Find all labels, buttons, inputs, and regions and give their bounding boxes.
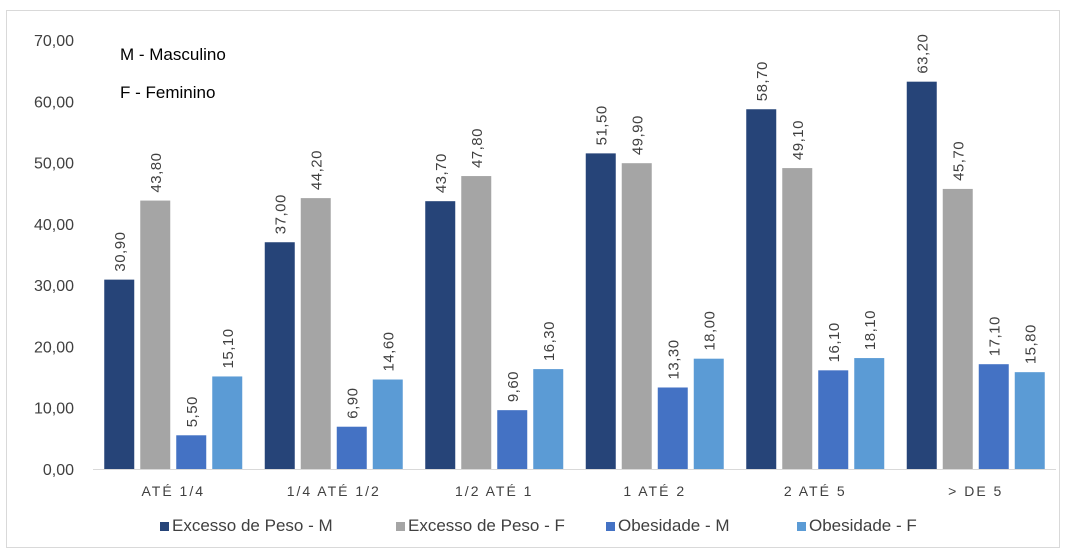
- legend-swatch: [606, 522, 615, 531]
- data-label: 37,00: [273, 194, 290, 234]
- data-label: 18,10: [862, 310, 879, 350]
- data-label: 44,20: [309, 150, 326, 190]
- bar: [978, 364, 1009, 469]
- bar: [264, 242, 295, 469]
- y-tick-label: 40,00: [34, 217, 74, 234]
- bar: [585, 153, 616, 469]
- bar: [533, 369, 564, 469]
- data-label: 16,10: [826, 322, 843, 362]
- data-label: 43,80: [148, 153, 165, 193]
- bar: [621, 163, 652, 470]
- bar: [942, 188, 973, 469]
- x-tick-label: 1/4 ATÉ 1/2: [287, 483, 381, 499]
- data-label: 14,60: [381, 331, 398, 371]
- bar: [425, 201, 456, 469]
- bar: [104, 279, 135, 469]
- legend-swatch: [396, 522, 405, 531]
- data-label: 58,70: [754, 61, 771, 101]
- bar: [336, 426, 367, 469]
- bar: [1014, 372, 1045, 469]
- y-tick-label: 50,00: [34, 156, 74, 173]
- bar: [300, 198, 331, 470]
- legend-label: Obesidade - F: [809, 516, 917, 535]
- data-label: 15,10: [220, 328, 237, 368]
- y-tick-label: 20,00: [34, 339, 74, 356]
- bar: [372, 379, 403, 469]
- data-label: 5,50: [184, 396, 201, 427]
- legend-label: Excesso de Peso - F: [408, 516, 565, 535]
- y-tick-label: 0,00: [43, 462, 74, 479]
- legend-label: Excesso de Peso - M: [172, 516, 333, 535]
- data-label: 43,70: [433, 153, 450, 193]
- bar: [854, 358, 885, 469]
- data-label: 15,80: [1023, 324, 1040, 364]
- bar: [497, 410, 528, 469]
- x-tick-label: 2 ATÉ 5: [784, 483, 847, 499]
- data-label: 18,00: [702, 311, 719, 351]
- legend-swatch: [797, 522, 806, 531]
- x-tick-label: 1 ATÉ 2: [623, 483, 686, 499]
- bar: [746, 109, 777, 469]
- data-label: 30,90: [112, 232, 129, 272]
- bar: [140, 200, 171, 469]
- data-label: 9,60: [505, 371, 522, 402]
- bar: [693, 358, 724, 469]
- bar: [176, 435, 207, 469]
- legend-label: Obesidade - M: [618, 516, 730, 535]
- data-label: 17,10: [987, 316, 1004, 356]
- y-tick-label: 60,00: [34, 94, 74, 111]
- annotation-feminino: F - Feminino: [120, 83, 215, 102]
- bar: [818, 370, 849, 469]
- x-tick-label: ATÉ 1/4: [141, 483, 205, 499]
- data-label: 49,10: [790, 120, 807, 160]
- x-tick-label: > DE 5: [948, 483, 1003, 499]
- bar: [212, 376, 243, 469]
- y-tick-label: 10,00: [34, 401, 74, 418]
- data-label: 13,30: [666, 339, 683, 379]
- data-label: 51,50: [594, 105, 611, 145]
- bar: [657, 387, 688, 469]
- y-tick-label: 70,00: [34, 33, 74, 50]
- data-label: 45,70: [951, 141, 968, 181]
- data-label: 16,30: [541, 321, 558, 361]
- data-label: 47,80: [469, 128, 486, 168]
- bar: [782, 168, 813, 469]
- legend-swatch: [160, 522, 169, 531]
- y-tick-label: 30,00: [34, 278, 74, 295]
- bar: [461, 176, 492, 469]
- bar: [906, 81, 937, 469]
- annotation-masculino: M - Masculino: [120, 45, 226, 64]
- data-label: 63,20: [915, 34, 932, 74]
- data-label: 6,90: [345, 388, 362, 419]
- data-label: 49,90: [630, 115, 647, 155]
- x-tick-label: 1/2 ATÉ 1: [455, 483, 533, 499]
